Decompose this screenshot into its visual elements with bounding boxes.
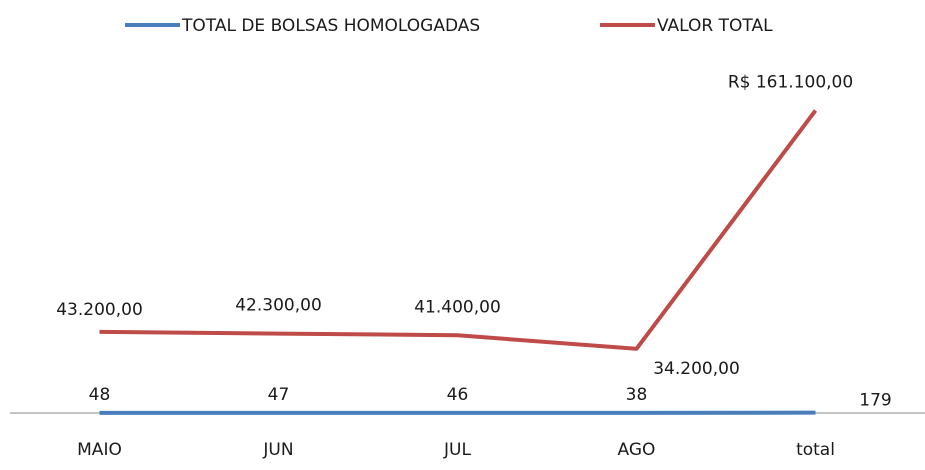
data-label: 42.300,00 xyxy=(235,296,322,316)
legend-label: VALOR TOTAL xyxy=(657,16,773,36)
data-label: 48 xyxy=(89,385,111,405)
data-label: 179 xyxy=(859,391,891,411)
legend-label: TOTAL DE BOLSAS HOMOLOGADAS xyxy=(181,16,480,36)
data-label: 43.200,00 xyxy=(56,300,143,320)
data-label: 38 xyxy=(626,385,648,405)
x-tick-label: total xyxy=(796,440,835,460)
x-tick-label: JUL xyxy=(443,440,471,460)
data-label: 46 xyxy=(447,385,469,405)
data-label: R$ 161.100,00 xyxy=(728,72,853,92)
data-label: 34.200,00 xyxy=(653,359,740,379)
x-tick-label: JUN xyxy=(262,440,293,460)
data-label: 47 xyxy=(268,385,290,405)
series-line xyxy=(99,109,818,351)
x-tick-label: MAIO xyxy=(77,440,122,460)
x-tick-label: AGO xyxy=(618,440,656,460)
data-label: 41.400,00 xyxy=(414,297,501,317)
